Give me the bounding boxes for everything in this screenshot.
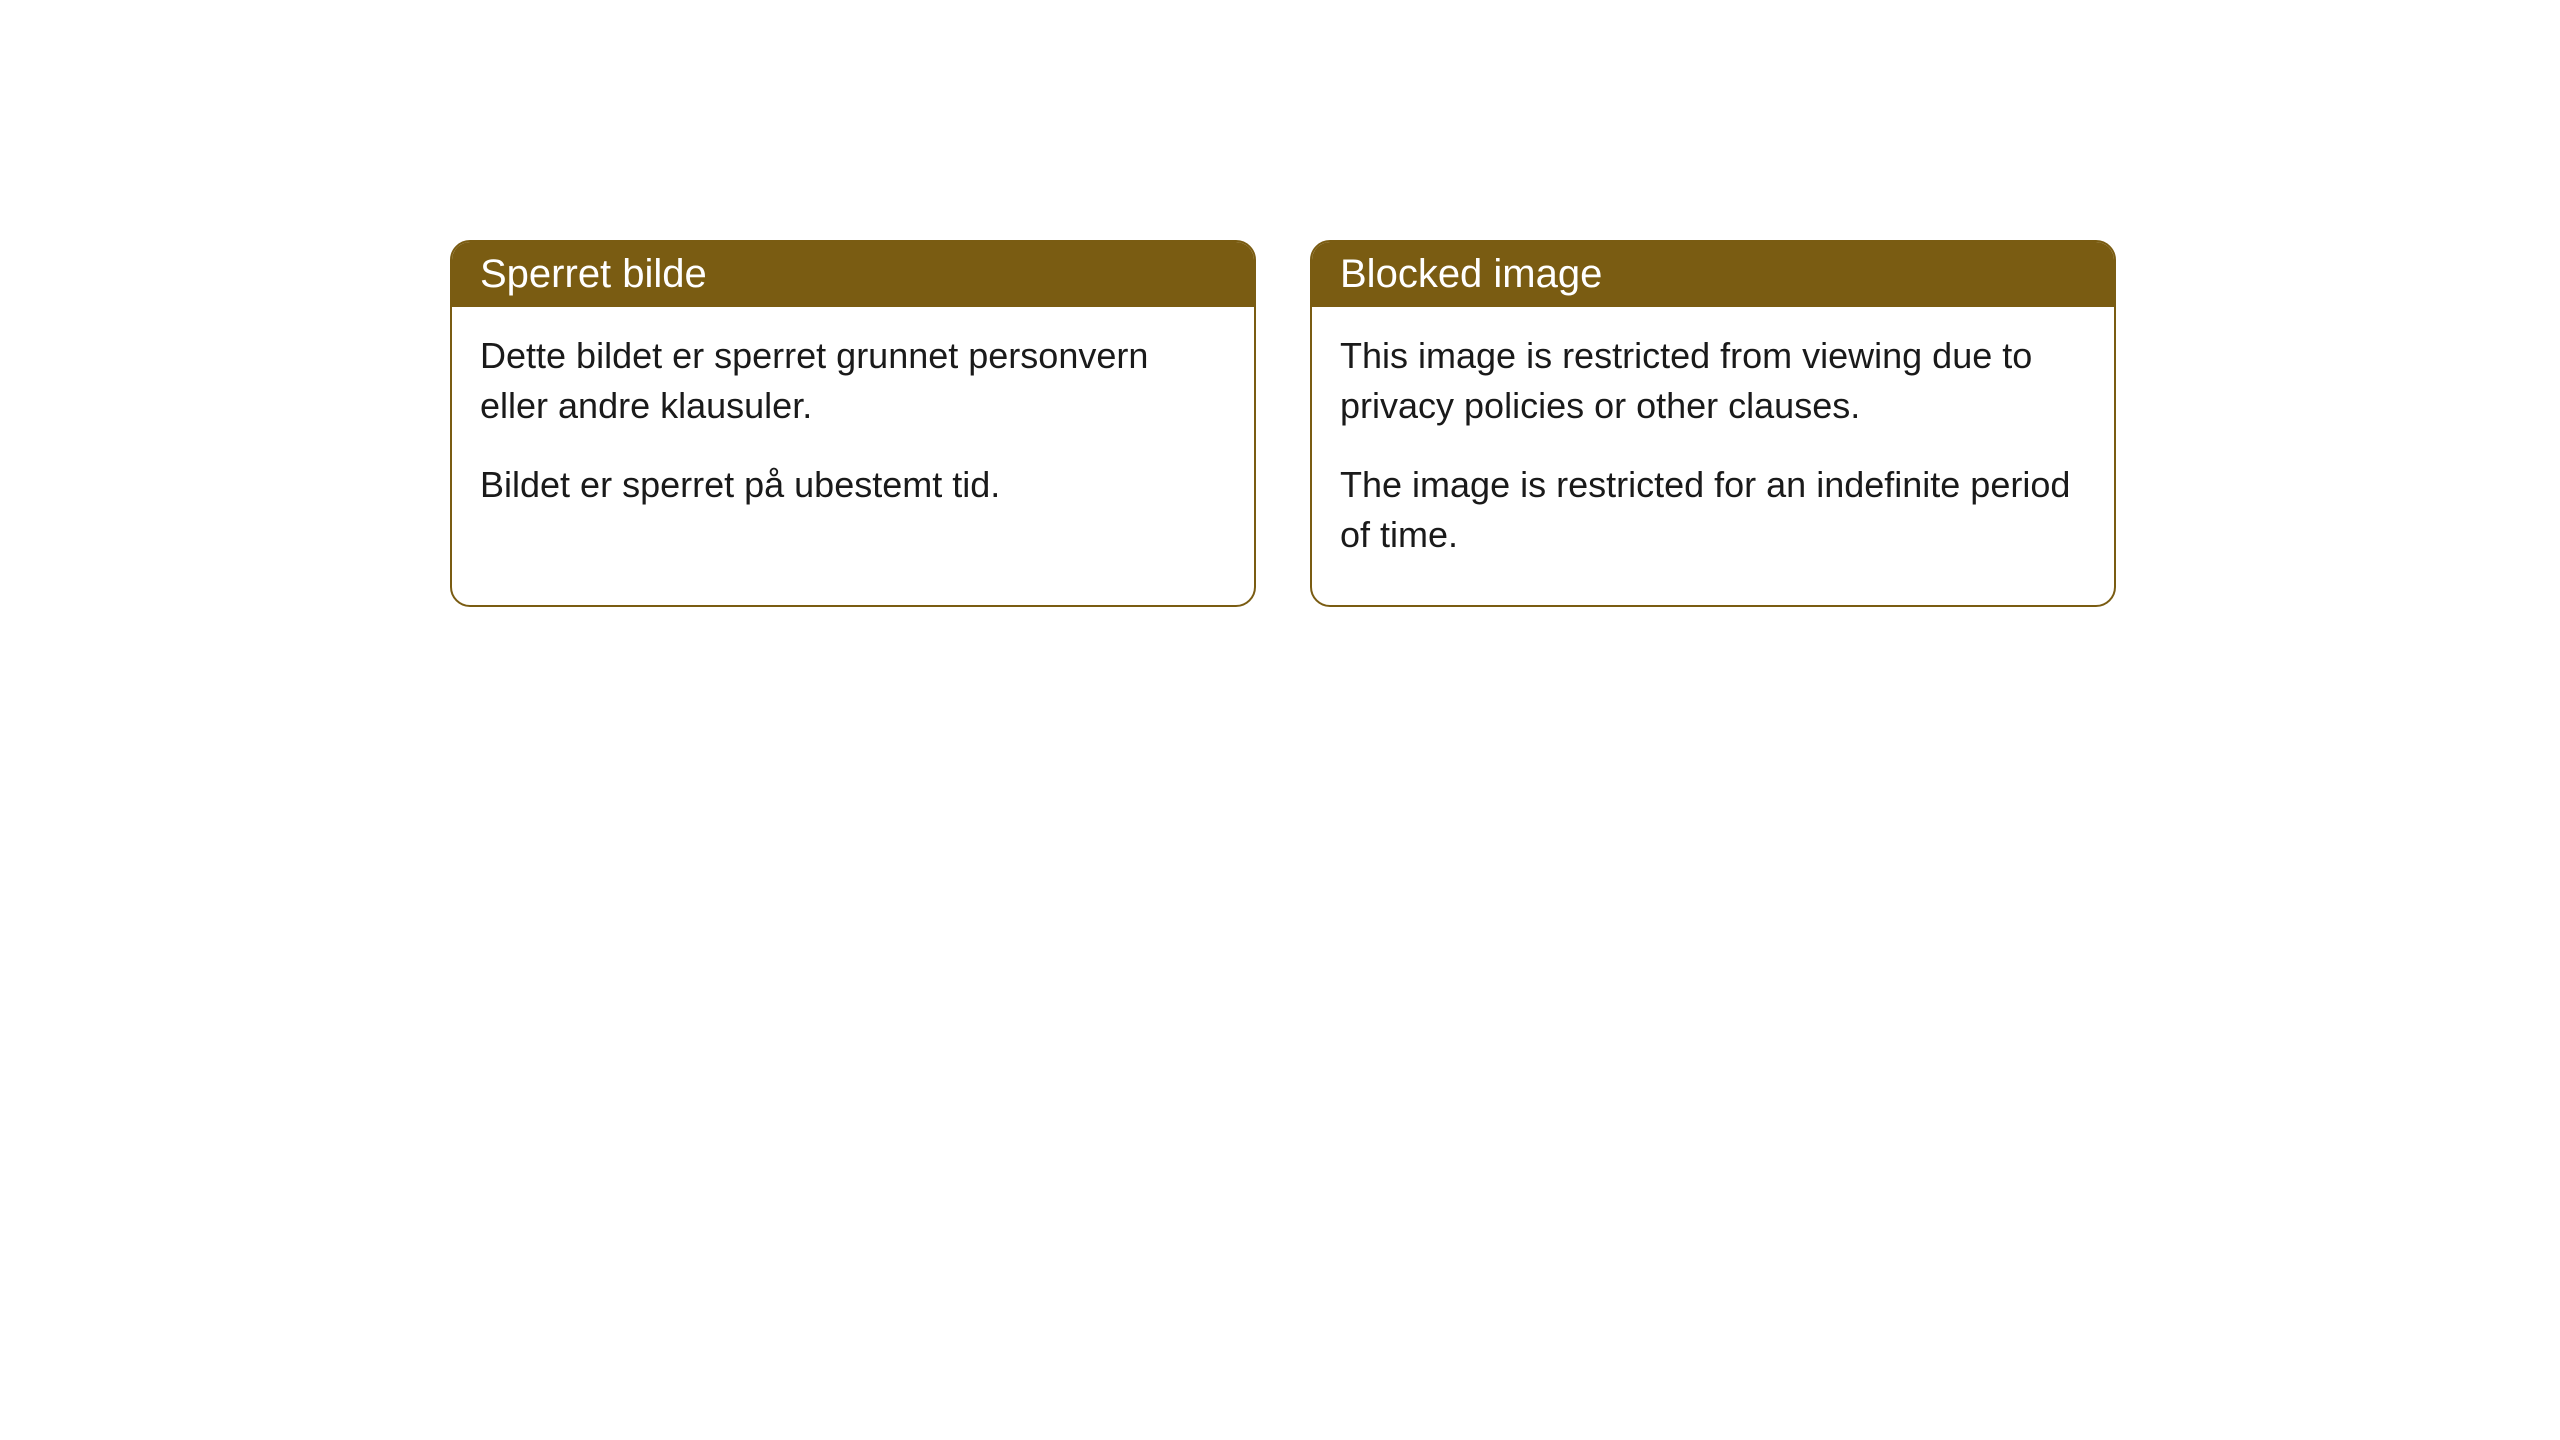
card-title: Blocked image [1340,252,1602,296]
card-paragraph-1: This image is restricted from viewing du… [1340,331,2086,432]
card-header: Sperret bilde [452,242,1254,307]
card-paragraph-1: Dette bildet er sperret grunnet personve… [480,331,1226,432]
card-title: Sperret bilde [480,252,707,296]
notice-cards-container: Sperret bilde Dette bildet er sperret gr… [450,240,2116,607]
card-body: This image is restricted from viewing du… [1312,307,2114,605]
card-body: Dette bildet er sperret grunnet personve… [452,307,1254,554]
card-paragraph-2: The image is restricted for an indefinit… [1340,460,2086,561]
card-header: Blocked image [1312,242,2114,307]
card-paragraph-2: Bildet er sperret på ubestemt tid. [480,460,1226,510]
blocked-image-card-norwegian: Sperret bilde Dette bildet er sperret gr… [450,240,1256,607]
blocked-image-card-english: Blocked image This image is restricted f… [1310,240,2116,607]
